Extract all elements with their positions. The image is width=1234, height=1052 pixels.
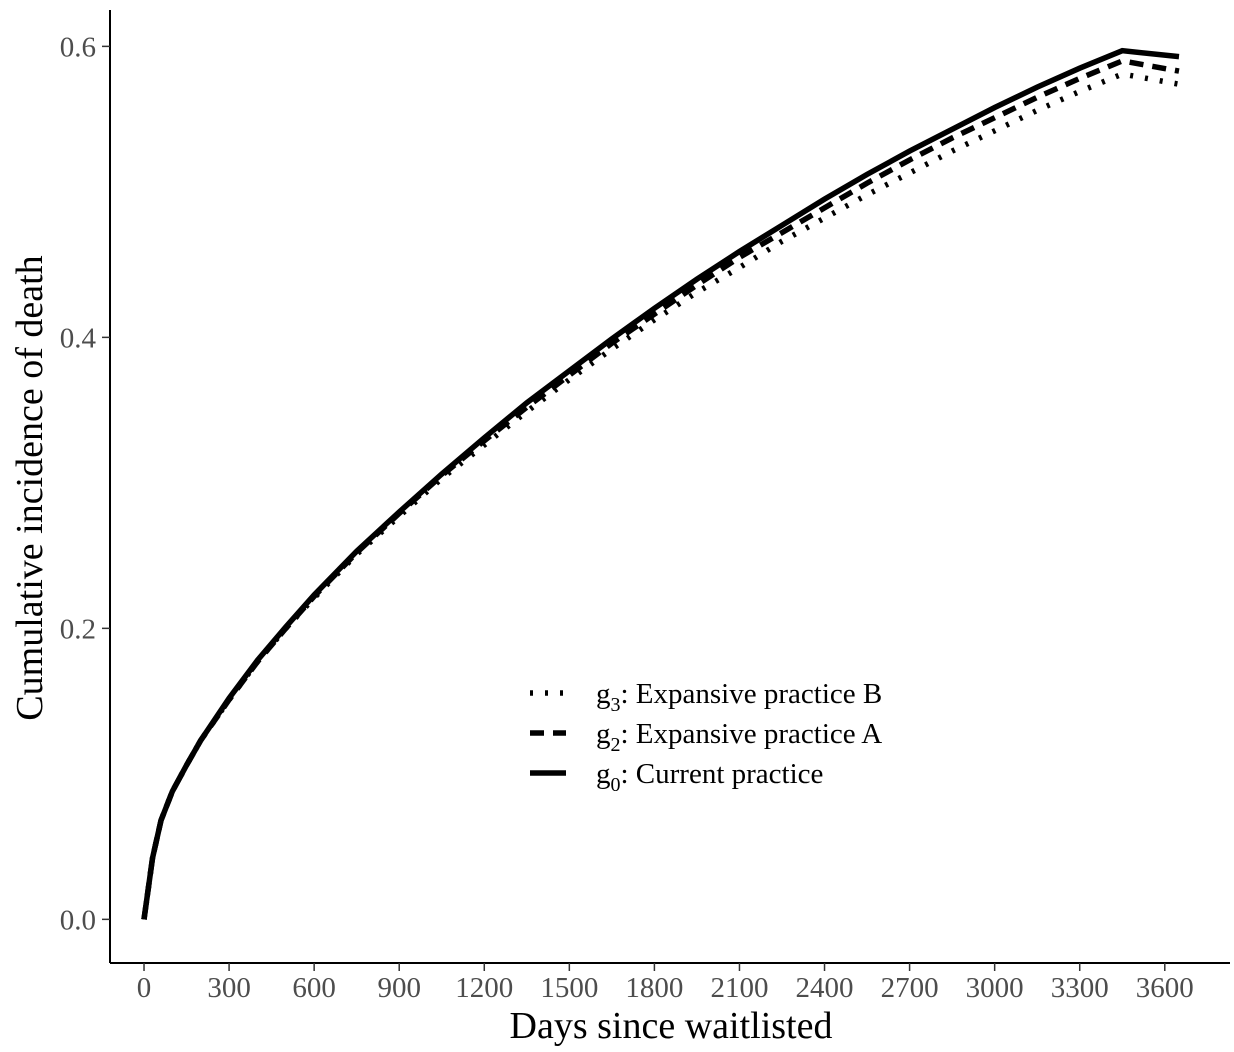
x-tick-label: 2400 [796,972,854,1004]
y-tick-label: 0.0 [60,904,96,936]
x-tick-label: 3300 [1051,972,1109,1004]
x-tick-label: 2100 [710,972,768,1004]
y-tick-label: 0.4 [60,322,97,354]
x-tick-label: 3600 [1136,972,1194,1004]
x-tick-label: 3000 [966,972,1024,1004]
series-line-2 [141,47,1180,920]
series-line-1 [141,58,1180,920]
x-tick-label: 2700 [881,972,939,1004]
legend-label-2: g0: Current practice [596,758,823,796]
x-tick-label: 1200 [455,972,513,1004]
x-axis-title: Days since waitlisted [510,1005,833,1047]
x-tick-label: 1800 [625,972,683,1004]
plot-area [141,47,1180,920]
x-tick-label: 900 [377,972,421,1004]
series-line-0 [141,71,1180,920]
legend-label-0: g3: Expansive practice B [596,678,882,716]
axes: 0 300 600 900 1200 1500 1800 2100 2400 2700 3000 33… [60,10,1230,1004]
legend: g3: Expansive practice Bg2: Expansive pr… [530,678,882,796]
y-tick-label: 0.2 [60,613,96,645]
y-axis-title: Cumulative incidence of death [9,255,51,720]
x-tick-label: 0 [137,972,152,1004]
x-tick-label: 1500 [540,972,598,1004]
legend-label-1: g2: Expansive practice A [596,718,882,756]
x-tick-label: 600 [292,972,336,1004]
y-tick-label: 0.6 [60,31,96,63]
x-tick-label: 300 [207,972,251,1004]
